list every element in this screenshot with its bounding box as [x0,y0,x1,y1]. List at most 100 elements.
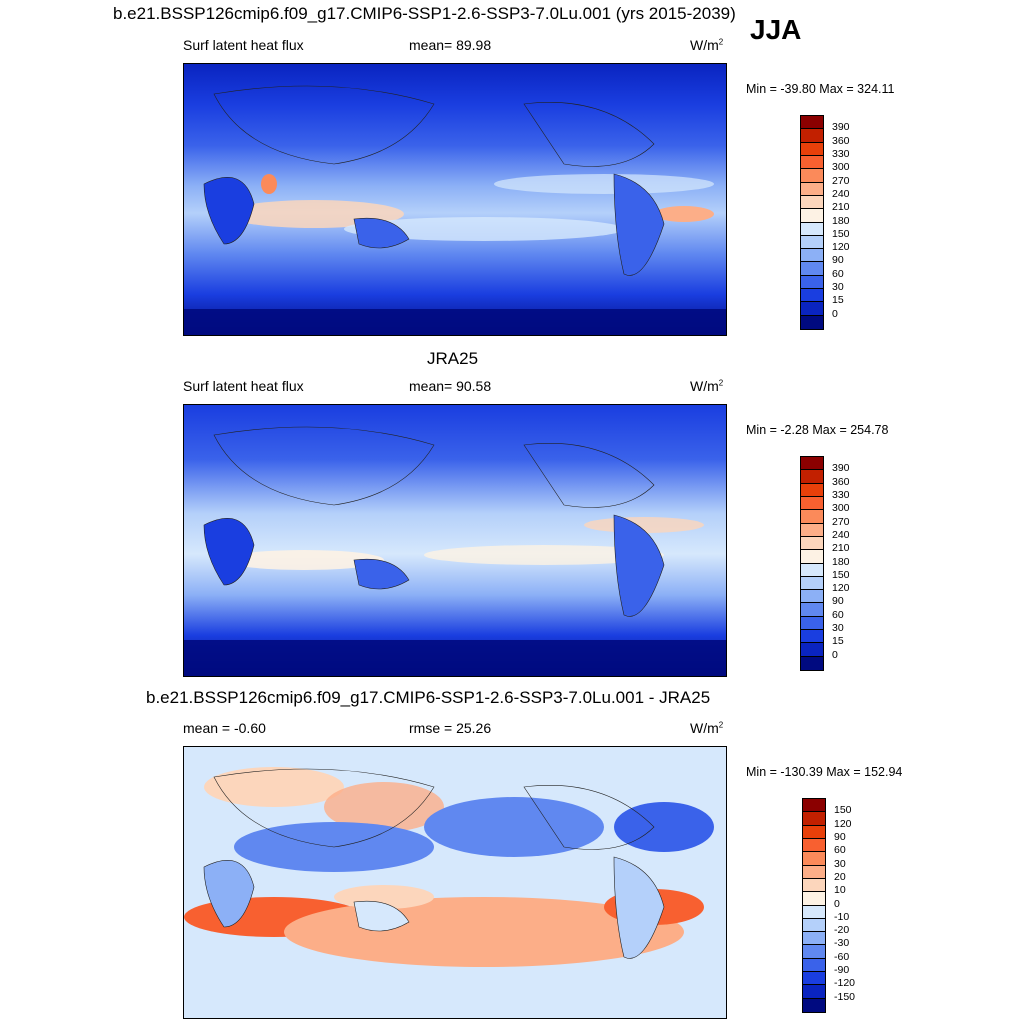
colorbar-swatch [803,985,825,999]
colorbar-swatch [801,603,823,617]
colorbar-tick: 300 [832,502,850,515]
colorbar-tick: 270 [832,515,850,528]
colorbar-swatch [803,865,825,879]
colorbar-swatch [801,563,823,577]
colorbar-tick: 150 [832,227,850,240]
panel-left-label: Surf latent heat flux [183,378,304,394]
colorbar-tick: 60 [832,608,844,621]
colorbar-swatch [801,483,823,497]
panel-title: JRA25 [427,349,479,368]
colorbar-tick: 10 [834,884,846,897]
colorbar-swatch [801,302,823,316]
panel-minmax: Min = -39.80 Max = 324.11 [746,82,895,96]
colorbar-swatch [801,590,823,604]
colorbar-tick: 0 [832,648,838,661]
colorbar-swatch [801,289,823,303]
colorbar-tick: 30 [832,622,844,635]
colorbar-swatch [801,470,823,484]
colorbar-swatch [801,523,823,537]
panel-unit-label: W/m2 [690,37,724,53]
colorbar-tick: 180 [832,555,850,568]
colorbar-tick: -60 [834,950,850,963]
colorbar-tick: 120 [832,582,850,595]
colorbar-swatch [803,918,825,933]
colorbar-difference [802,798,826,1013]
colorbar-tick: 60 [832,267,844,280]
colorbar-swatch [801,457,823,471]
panel-unit-label: W/m2 [690,720,724,736]
colorbar-swatch [801,643,823,657]
colorbar-swatch [801,275,823,290]
colorbar-tick: 300 [832,161,850,174]
colorbar-tick: -10 [834,910,850,923]
colorbar-swatch [801,630,823,644]
colorbar-jra25 [800,456,824,671]
map-difference-latent-heat [183,746,727,1019]
colorbar-swatch [803,958,825,973]
figure-title: b.e21.BSSP126cmip6.f09_g17.CMIP6-SSP1-2.… [113,4,736,23]
panel-left-label: Surf latent heat flux [183,37,304,53]
colorbar-swatch [803,812,825,826]
colorbar-tick: 330 [832,147,850,160]
colorbar-tick: 90 [834,830,846,843]
colorbar-swatch [803,852,825,866]
colorbar-swatch [803,838,825,853]
colorbar-swatch [803,972,825,986]
colorbar-swatch [801,656,823,670]
colorbar-swatch [801,116,823,130]
colorbar-tick: 210 [832,201,850,214]
colorbar-swatch [803,892,825,906]
colorbar-tick: 360 [832,475,850,488]
panel-unit-label: W/m2 [690,378,724,394]
colorbar-tick: 15 [832,635,844,648]
colorbar-tick: -20 [834,924,850,937]
panel-title: b.e21.BSSP126cmip6.f09_g17.CMIP6-SSP1-2.… [146,688,711,707]
colorbar-swatch [801,496,823,511]
colorbar-tick: -120 [834,977,856,990]
colorbar-swatch [803,905,825,919]
colorbar-tick: 0 [832,307,838,320]
colorbar-swatch [801,262,823,276]
colorbar-swatch [803,825,825,839]
colorbar-swatch [801,222,823,236]
colorbar-tick: 30 [834,857,846,870]
colorbar-tick: 30 [832,281,844,294]
colorbar-tick: 90 [832,595,844,608]
colorbar-tick: 390 [832,121,850,134]
colorbar-tick: -30 [834,937,850,950]
colorbar-swatch [801,315,823,329]
colorbar-tick: 60 [834,844,846,857]
colorbar-tick: 150 [832,568,850,581]
colorbar-tick: 120 [834,817,852,830]
panel-mean-label: mean = -0.60 [183,720,266,736]
colorbar-tick: 20 [834,870,846,883]
colorbar-tick: 240 [832,187,850,200]
colorbar-swatch [801,576,823,591]
colorbar-swatch [803,945,825,959]
colorbar-tick: 120 [832,241,850,254]
colorbar-swatch [801,155,823,170]
colorbar-tick: 390 [832,462,850,475]
colorbar-swatch [801,129,823,143]
panel-mean-label: mean= 90.58 [409,378,492,394]
colorbar-tick: 210 [832,542,850,555]
colorbar-model [800,115,824,330]
colorbar-swatch [801,249,823,263]
colorbar-swatch [803,932,825,946]
colorbar-swatch [801,169,823,183]
colorbar-swatch [801,182,823,196]
colorbar-swatch [801,510,823,524]
colorbar-swatch [801,616,823,631]
panel-rmse-label: rmse = 25.26 [409,720,492,736]
colorbar-tick: -90 [834,964,850,977]
colorbar-swatch [803,998,825,1012]
panel-minmax: Min = -2.28 Max = 254.78 [746,423,889,437]
map-jra25-latent-heat [183,404,727,677]
colorbar-tick: 15 [832,294,844,307]
panel-mean-label: mean= 89.98 [409,37,492,53]
colorbar-swatch [801,195,823,210]
colorbar-tick: 360 [832,134,850,147]
colorbar-tick: -150 [834,990,856,1003]
colorbar-tick: 270 [832,174,850,187]
colorbar-swatch [801,536,823,551]
